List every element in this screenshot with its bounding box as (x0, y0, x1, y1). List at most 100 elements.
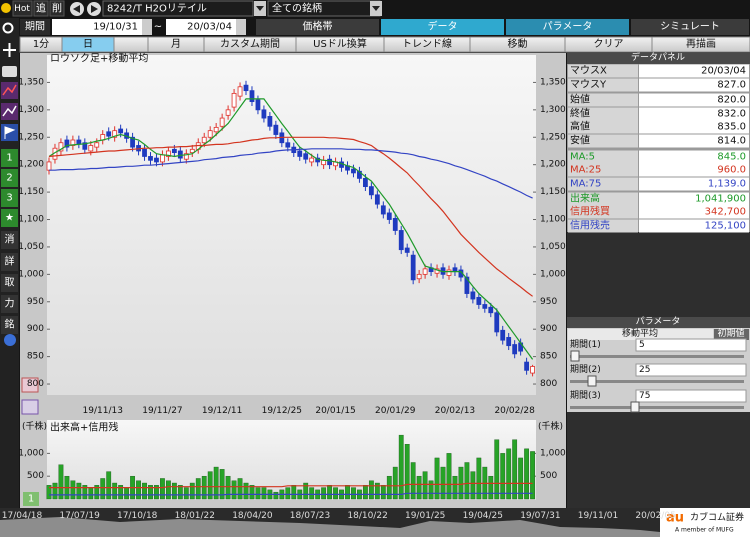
sidebar-button[interactable] (1, 316, 18, 334)
gear-icon[interactable] (4, 334, 16, 346)
add-button[interactable] (33, 0, 49, 17)
parameter-value: 75 (639, 391, 650, 401)
tab[interactable] (256, 19, 379, 35)
to-date: 20/03/04 (187, 22, 232, 33)
sidebar-button[interactable] (1, 189, 18, 207)
prev-arrow (73, 5, 80, 13)
parameter-field[interactable] (635, 363, 747, 377)
reset-button[interactable] (714, 329, 749, 340)
candle-body (249, 90, 255, 103)
sidebar-button[interactable] (1, 169, 18, 187)
sidebar-button[interactable] (1, 149, 18, 167)
candle-body (160, 154, 165, 163)
delete-button[interactable] (49, 0, 65, 17)
sidebar-button[interactable] (1, 274, 18, 292)
volume-bar (219, 469, 225, 500)
data-label-cell (568, 177, 638, 191)
timeline-label: 18/01/22 (175, 511, 215, 521)
candle-body (368, 186, 374, 196)
y-tick-label: 800 (540, 379, 557, 389)
candle-body (309, 157, 315, 163)
timeline-label: 17/04/18 (2, 511, 43, 521)
volume-bar (351, 487, 356, 500)
timeline-label: 18/10/22 (347, 511, 387, 521)
data-label: MA:5 (570, 152, 595, 163)
data-label-cell (568, 163, 638, 177)
slider-thumb[interactable] (587, 375, 597, 387)
candle-body (267, 116, 273, 127)
data-value-cell (639, 78, 749, 92)
button[interactable] (651, 36, 750, 53)
to-dropdown[interactable] (236, 19, 246, 35)
tool-icon[interactable] (21, 399, 39, 415)
line-series (48, 98, 534, 360)
volume-bar (374, 482, 380, 500)
search-icon[interactable] (2, 22, 14, 34)
y-tick-label: 1,200 (540, 160, 566, 170)
dropdown-arrow (372, 6, 380, 11)
volume-bar (255, 487, 261, 500)
plus-icon[interactable] (3, 43, 16, 57)
camera-icon[interactable] (2, 66, 17, 77)
volume-bar (321, 487, 327, 500)
sidebar-button[interactable] (1, 295, 18, 313)
page-badge-box[interactable] (23, 492, 39, 506)
tab[interactable] (506, 19, 629, 35)
flag-shape (4, 126, 16, 139)
candle-body (154, 157, 159, 163)
sidebar-button[interactable] (1, 253, 18, 271)
candle-body (386, 212, 392, 220)
candle-body (243, 84, 249, 92)
button-label: 月 (171, 38, 181, 50)
candle-body (183, 153, 189, 160)
data-label-cell (568, 219, 638, 233)
volume-bar (452, 475, 458, 500)
sidebar-label: 力 (5, 297, 15, 310)
hot-button[interactable] (12, 0, 33, 17)
volume-bar (189, 482, 195, 500)
candle-body (374, 194, 380, 205)
candle-body (273, 124, 279, 135)
volume-bar (416, 475, 422, 500)
tab-label: シミュレート (660, 22, 720, 33)
parameter-subheader (568, 329, 713, 340)
x-tick-label: 19/11/13 (83, 406, 123, 416)
logo-tagline: A member of MUFG (675, 527, 734, 534)
symbol-field[interactable] (102, 0, 254, 17)
x-tick-label: 19/12/11 (202, 406, 242, 416)
candle-body (500, 329, 506, 341)
timeline-label: 18/07/23 (290, 511, 330, 521)
data-value-cell (639, 163, 749, 177)
button[interactable] (61, 36, 115, 53)
candle-body (64, 139, 70, 148)
data-value: 960.0 (717, 165, 746, 176)
parameter-field[interactable] (635, 389, 747, 403)
timeline-label: 19/01/25 (405, 511, 445, 521)
data-panel-title: データパネル (631, 51, 685, 63)
volume-bar (124, 487, 130, 500)
slider-thumb[interactable] (630, 401, 640, 413)
volume-bar (530, 451, 535, 500)
sidebar-button[interactable] (1, 209, 18, 227)
data-label: 高値 (570, 120, 590, 133)
x-tick-label: 19/12/25 (262, 406, 302, 416)
candle-body (112, 130, 118, 138)
from-field[interactable] (52, 19, 142, 35)
volume-bar (213, 466, 219, 500)
parameter-field[interactable] (635, 338, 747, 352)
sidebar-label: 2 (6, 173, 12, 184)
sidebar-button[interactable] (1, 231, 18, 249)
candle-body (422, 268, 428, 275)
tool-icon[interactable] (21, 377, 39, 393)
tab[interactable] (631, 19, 749, 35)
blank-button[interactable] (113, 36, 149, 53)
tab[interactable] (381, 19, 504, 35)
candle-body (297, 150, 303, 157)
from-dropdown[interactable] (142, 19, 152, 35)
line-series (49, 482, 533, 489)
data-label: 始値 (570, 93, 590, 106)
slider-thumb[interactable] (570, 350, 580, 362)
sidebar-label: 消 (5, 233, 15, 246)
bulb-icon[interactable] (1, 3, 11, 13)
to-field[interactable] (166, 19, 236, 35)
